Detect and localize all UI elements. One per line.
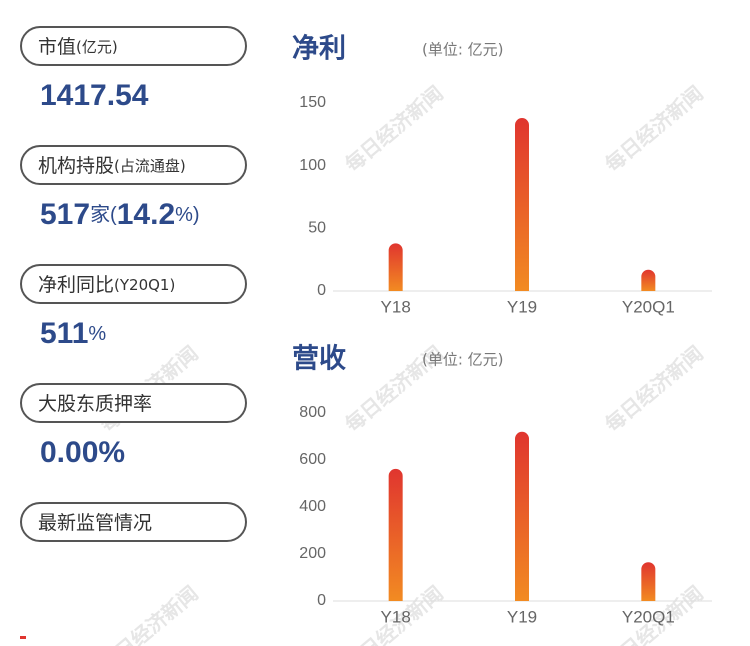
stat-pill [20,383,247,423]
stat-value-part: 517 [40,198,90,231]
bar [388,468,403,601]
y-tick-label: 200 [299,545,326,562]
stat-label: 净利同比(Y20Q1) [38,274,175,296]
bar [388,243,403,291]
stat-label-part: 大股东质押率 [38,393,152,415]
x-tick-label: Y18 [381,607,411,626]
x-tick-label: Y19 [507,297,537,316]
stat-pill [20,145,247,185]
stat-label: 市值(亿元) [38,36,118,58]
stat-label-part: 机构持股 [38,155,114,177]
stat-value: 0.00% [40,436,125,469]
bar [515,431,529,601]
bar [641,562,656,601]
y-tick-label: 0 [317,592,326,609]
stat-value: 511% [40,317,106,350]
stat-value-part: 0.00% [40,436,125,469]
chart-title: 营收 [292,344,346,375]
y-tick-label: 600 [299,451,326,468]
x-tick-label: Y18 [381,297,411,316]
y-tick-label: 400 [299,498,326,515]
stat-pill [20,26,247,66]
bar [641,269,656,291]
stat-value: 517家(14.2%) [40,198,200,231]
stat-value-part: 家( [90,203,117,226]
stat-label-part: (亿元) [76,38,118,56]
stat-label-part: 最新监管情况 [38,512,152,534]
stat-pill [20,502,247,542]
stat-value: 1417.54 [40,79,149,112]
watermark: 每日经济新闻 [95,581,202,646]
stat-value-part: % [88,323,106,345]
decor-mark [20,636,26,639]
chart-subtitle: (单位: 亿元) [422,41,504,59]
y-tick-label: 150 [299,94,326,111]
x-tick-label: Y20Q1 [622,607,675,626]
stat-label-part: 市值 [38,36,76,58]
x-tick-label: Y19 [507,607,537,626]
y-tick-label: 50 [308,220,326,237]
stat-value-part: 14.2 [117,198,175,231]
watermark: 每日经济新闻 [600,341,707,437]
chart-subtitle: (单位: 亿元) [422,351,504,369]
x-tick-label: Y20Q1 [622,297,675,316]
stat-value-part: 511 [40,317,88,350]
y-tick-label: 100 [299,157,326,174]
bar [515,118,529,291]
stat-label: 最新监管情况 [38,512,152,534]
stat-label: 大股东质押率 [38,393,152,415]
stat-value-part: 1417.54 [40,79,149,112]
y-tick-label: 800 [299,404,326,421]
stat-label-part: (占流通盘) [114,157,186,175]
stat-pill [20,264,247,304]
y-tick-label: 0 [317,282,326,299]
chart-title: 净利 [292,34,346,65]
watermark: 每日经济新闻 [340,81,447,177]
stat-label-part: (Y20Q1) [114,276,175,294]
watermark: 每日经济新闻 [600,81,707,177]
stat-label-part: 净利同比 [38,274,114,296]
stat-label: 机构持股(占流通盘) [38,155,186,177]
stat-value-part: %) [175,204,199,226]
